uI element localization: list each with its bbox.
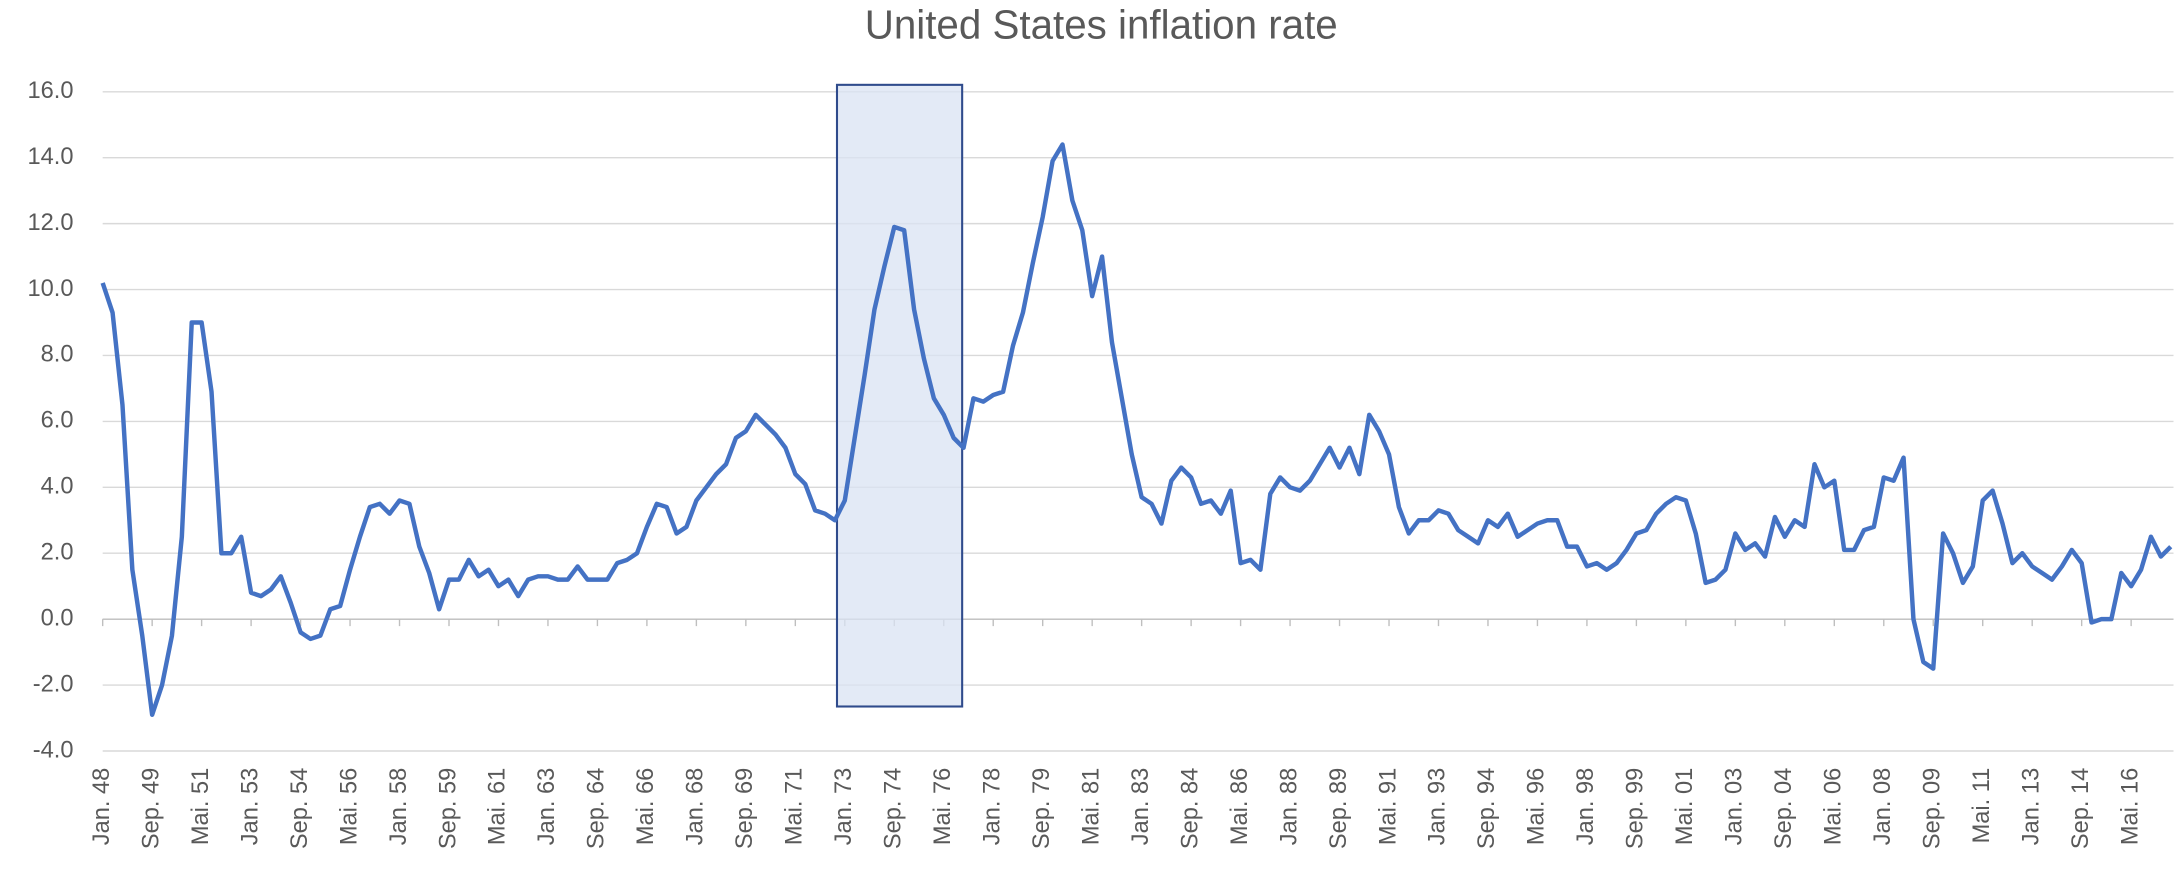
- x-tick-label: Sep. 69: [732, 768, 758, 849]
- y-tick-label: 6.0: [41, 408, 74, 434]
- x-tick-label: Mai. 66: [633, 768, 659, 845]
- chart-title: United States inflation rate: [865, 1, 1338, 47]
- y-tick-label: 2.0: [41, 539, 74, 565]
- x-tick-label: Jan. 53: [237, 768, 263, 846]
- x-tick-label: Mai. 76: [930, 768, 956, 845]
- x-tick-label: Sep. 64: [584, 768, 610, 849]
- x-tick-label: Jan. 08: [1870, 768, 1896, 846]
- x-tick-label: Mai. 96: [1524, 768, 1550, 845]
- y-tick-label: 10.0: [27, 276, 73, 302]
- x-tick-label: Jan. 13: [2018, 768, 2044, 846]
- y-tick-label: 16.0: [27, 78, 73, 104]
- x-tick-label: Mai. 91: [1375, 768, 1401, 845]
- x-tick-label: Mai. 71: [782, 768, 808, 845]
- x-tick-label: Sep. 09: [1919, 768, 1945, 849]
- y-tick-label: -4.0: [33, 737, 74, 763]
- x-tick-label: Jan. 58: [386, 768, 412, 846]
- x-tick-label: Sep. 79: [1029, 768, 1055, 849]
- x-tick-label: Mai. 56: [336, 768, 362, 845]
- x-tick-label: Mai. 61: [485, 768, 511, 845]
- y-tick-label: 12.0: [27, 210, 73, 236]
- y-tick-label: 14.0: [27, 144, 73, 170]
- x-tick-label: Mai. 06: [1821, 768, 1847, 845]
- x-tick-label: Jan. 93: [1425, 768, 1451, 846]
- x-tick-label: Sep. 89: [1326, 768, 1352, 849]
- x-tick-label: Mai. 01: [1672, 768, 1698, 845]
- x-tick-label: Mai. 51: [188, 768, 214, 845]
- y-tick-label: -2.0: [33, 671, 74, 697]
- plot: [100, 142, 2173, 717]
- x-tick-label: Sep. 84: [1177, 768, 1203, 849]
- x-tick-label: Sep. 94: [1474, 768, 1500, 849]
- y-tick-label: 8.0: [41, 342, 74, 368]
- x-tick-label: Jan. 78: [979, 768, 1005, 846]
- y-tick-label: 0.0: [41, 605, 74, 631]
- x-tick-label: Jan. 88: [1276, 768, 1302, 846]
- x-tick-label: Mai. 81: [1078, 768, 1104, 845]
- x-tick-label: Mai. 16: [2117, 768, 2143, 845]
- x-tick-label: Sep. 54: [287, 768, 313, 849]
- x-tick-label: Sep. 14: [2068, 768, 2094, 849]
- x-tick-label: Sep. 49: [138, 768, 164, 849]
- x-tick-label: Jan. 73: [831, 768, 857, 846]
- x-tick-label: Mai. 86: [1227, 768, 1253, 845]
- x-tick-label: Mai. 11: [1969, 768, 1995, 844]
- x-tick-label: Sep. 59: [435, 768, 461, 849]
- x-tick-label: Sep. 99: [1623, 768, 1649, 849]
- x-tick-label: Jan. 68: [683, 768, 709, 846]
- x-tick-label: Sep. 74: [881, 768, 907, 849]
- highlight-box: [835, 83, 964, 708]
- x-tick-label: Jan. 63: [534, 768, 560, 846]
- x-tick-label: Jan. 83: [1128, 768, 1154, 846]
- x-tick-label: Jan. 03: [1722, 768, 1748, 846]
- x-tick-label: Sep. 04: [1771, 768, 1797, 849]
- x-tick-label: Jan. 48: [89, 768, 115, 846]
- grid: -4.0 -2.0 0.0 2.0 4.0 6.0 8.0 10.0 12.0 14.0 16.0 J…: [27, 78, 2174, 849]
- line-series: [100, 142, 2173, 717]
- x-tick-label: Jan. 98: [1573, 768, 1599, 846]
- y-tick-label: 4.0: [41, 474, 74, 500]
